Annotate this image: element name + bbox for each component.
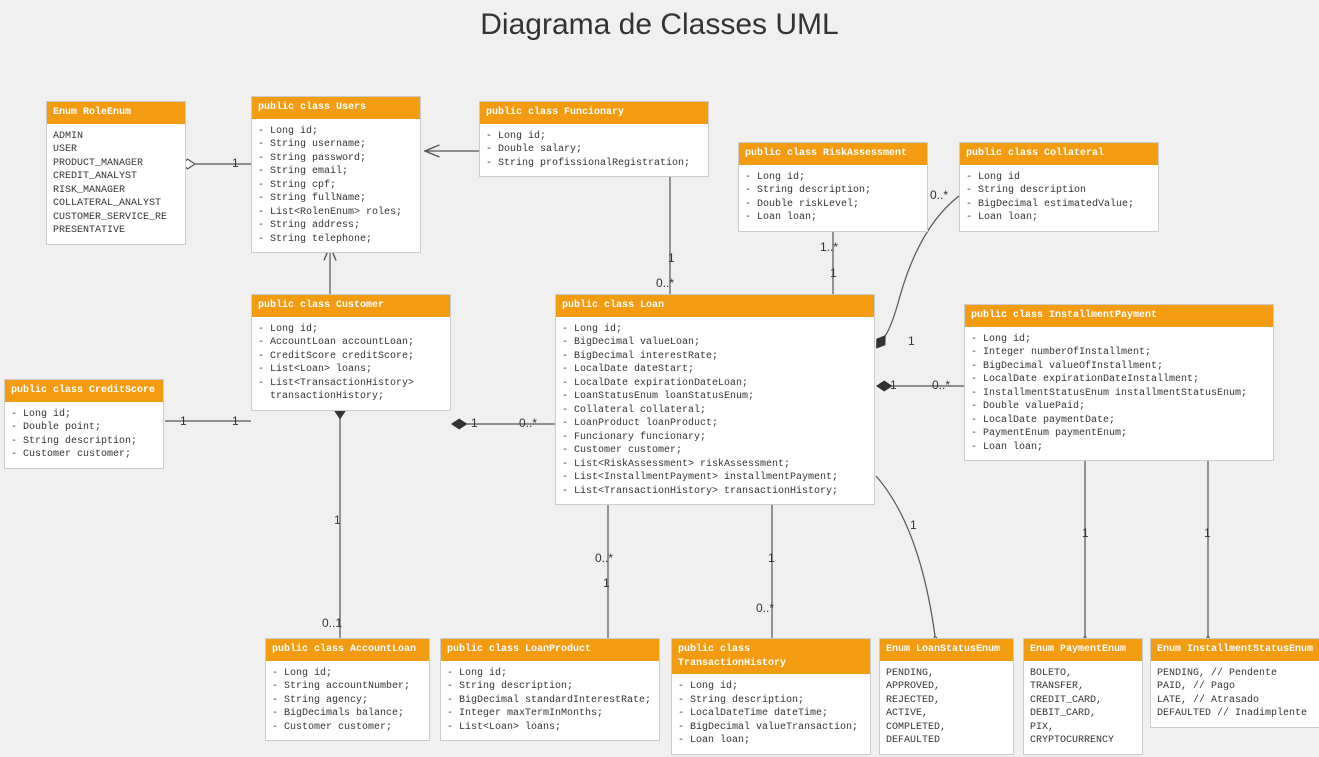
class-body: - Long id; - String description; - Local…	[672, 674, 870, 754]
class-loanproduct: public class LoanProduct - Long id; - St…	[440, 638, 660, 741]
class-header: Enum LoanStatusEnum	[880, 639, 1013, 661]
class-users: public class Users - Long id; - String u…	[251, 96, 421, 253]
multiplicity: 0..*	[595, 551, 613, 565]
multiplicity: 1	[232, 156, 239, 170]
class-loanstatusenum: Enum LoanStatusEnum PENDING, APPROVED, R…	[879, 638, 1014, 755]
class-roleenum: Enum RoleEnum ADMIN USER PRODUCT_MANAGER…	[46, 101, 186, 245]
class-customer: public class Customer - Long id; - Accou…	[251, 294, 451, 411]
multiplicity: 0..1	[322, 616, 342, 630]
class-header: public class RiskAssessment	[739, 143, 927, 165]
class-body: - Long id; - BigDecimal valueLoan; - Big…	[556, 317, 874, 505]
class-body: - Long id; - Double point; - String desc…	[5, 402, 163, 468]
multiplicity: 1	[334, 513, 341, 527]
class-loan: public class Loan - Long id; - BigDecima…	[555, 294, 875, 505]
class-header: public class Users	[252, 97, 420, 119]
class-body: - Long id; - AccountLoan accountLoan; - …	[252, 317, 450, 410]
class-header: public class LoanProduct	[441, 639, 659, 661]
class-body: - Long id; - Double salary; - String pro…	[480, 124, 708, 177]
class-riskassessment: public class RiskAssessment - Long id; -…	[738, 142, 928, 232]
class-header: public class Collateral	[960, 143, 1158, 165]
class-funcionary: public class Funcionary - Long id; - Dou…	[479, 101, 709, 177]
class-body: - Long id; - String accountNumber; - Str…	[266, 661, 429, 741]
class-accountloan: public class AccountLoan - Long id; - St…	[265, 638, 430, 741]
class-body: - Long id - String description - BigDeci…	[960, 165, 1158, 231]
multiplicity: 1	[232, 414, 239, 428]
uml-diagram: Enum RoleEnum ADMIN USER PRODUCT_MANAGER…	[0, 46, 1319, 756]
class-body: - Long id; - String description; - Doubl…	[739, 165, 927, 231]
multiplicity: 1	[890, 378, 897, 392]
class-header: Enum PaymentEnum	[1024, 639, 1142, 661]
class-body: BOLETO, TRANSFER, CREDIT_CARD, DEBIT_CAR…	[1024, 661, 1142, 754]
class-header: public class AccountLoan	[266, 639, 429, 661]
multiplicity: 1	[1204, 526, 1211, 540]
class-body: - Long id; - Integer numberOfInstallment…	[965, 327, 1273, 461]
class-body: - Long id; - String username; - String p…	[252, 119, 420, 253]
class-header: public class CreditScore	[5, 380, 163, 402]
page-title: Diagrama de Classes UML	[0, 0, 1319, 46]
class-paymentenum: Enum PaymentEnum BOLETO, TRANSFER, CREDI…	[1023, 638, 1143, 755]
class-body: - Long id; - String description; - BigDe…	[441, 661, 659, 741]
multiplicity: 1	[668, 251, 675, 265]
multiplicity: 1	[603, 576, 610, 590]
multiplicity: 1	[830, 266, 837, 280]
multiplicity: 1	[908, 334, 915, 348]
multiplicity: 1	[768, 551, 775, 565]
multiplicity: 1..*	[820, 240, 838, 254]
class-header: public class Loan	[556, 295, 874, 317]
class-transactionhistory: public class TransactionHistory - Long i…	[671, 638, 871, 755]
multiplicity: 0..*	[656, 276, 674, 290]
class-header: public class Funcionary	[480, 102, 708, 124]
class-creditscore: public class CreditScore - Long id; - Do…	[4, 379, 164, 469]
multiplicity: 0..*	[756, 601, 774, 615]
class-installmentpayment: public class InstallmentPayment - Long i…	[964, 304, 1274, 461]
multiplicity: 0..*	[930, 188, 948, 202]
class-body: PENDING, APPROVED, REJECTED, ACTIVE, COM…	[880, 661, 1013, 754]
multiplicity: 0..*	[932, 378, 950, 392]
class-header: Enum RoleEnum	[47, 102, 185, 124]
class-header: public class Customer	[252, 295, 450, 317]
multiplicity: 1	[910, 518, 917, 532]
multiplicity: 1	[180, 414, 187, 428]
class-header: Enum InstallmentStatusEnum	[1151, 639, 1319, 661]
class-installmentstatusenum: Enum InstallmentStatusEnum PENDING, // P…	[1150, 638, 1319, 728]
multiplicity: 0..*	[519, 416, 537, 430]
class-body: ADMIN USER PRODUCT_MANAGER CREDIT_ANALYS…	[47, 124, 185, 244]
multiplicity: 1	[1082, 526, 1089, 540]
class-body: PENDING, // Pendente PAID, // Pago LATE,…	[1151, 661, 1319, 727]
multiplicity: 1	[471, 416, 478, 430]
class-header: public class InstallmentPayment	[965, 305, 1273, 327]
class-collateral: public class Collateral - Long id - Stri…	[959, 142, 1159, 232]
class-header: public class TransactionHistory	[672, 639, 870, 674]
